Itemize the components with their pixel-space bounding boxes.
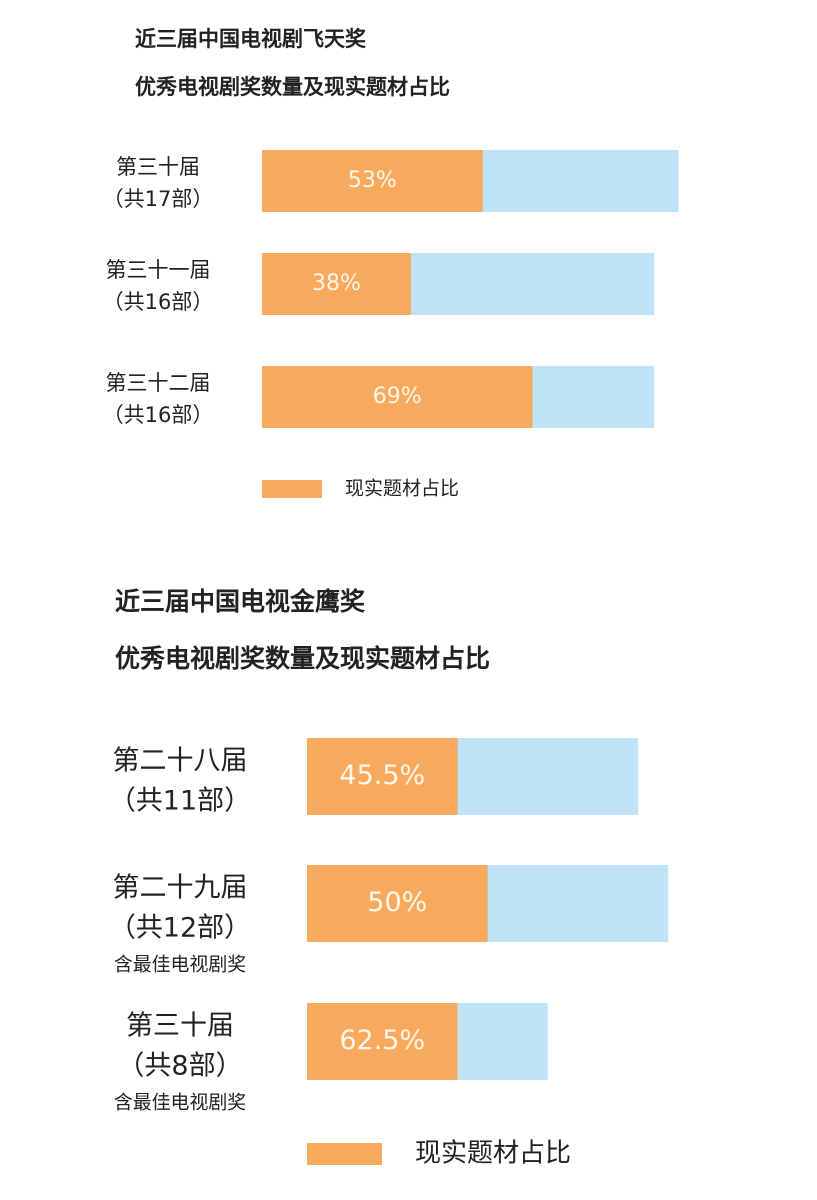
count-label: （共12部） [109, 913, 251, 944]
category-label: 第二十九届 [113, 873, 248, 904]
chart-subtitle: 优秀电视剧奖数量及现实题材占比 [115, 644, 490, 673]
legend-swatch [307, 1143, 382, 1165]
category-note: 含最佳电视剧奖 [114, 1092, 246, 1114]
value-label: 53% [348, 168, 397, 193]
bar [307, 1003, 458, 1080]
value-label: 38% [312, 271, 361, 296]
category-label: 第三十届 [126, 1011, 234, 1042]
legend-label: 现实题材占比 [345, 478, 459, 500]
category-label: 第三十二届 [106, 371, 211, 395]
count-label: （共8部） [117, 1051, 242, 1082]
count-label: （共11部） [109, 786, 251, 817]
category-label: 第三十届 [116, 155, 200, 179]
bar [307, 865, 488, 942]
bar [262, 253, 411, 315]
count-label: （共16部） [103, 403, 214, 427]
category-note: 含最佳电视剧奖 [114, 954, 246, 976]
bar [262, 150, 483, 212]
chart-title: 近三届中国电视金鹰奖 [115, 587, 365, 616]
category-label: 第二十八届 [113, 746, 248, 777]
legend-swatch [262, 480, 322, 498]
legend-label: 现实题材占比 [415, 1139, 571, 1169]
bar [262, 366, 533, 428]
value-label: 45.5% [339, 760, 425, 791]
value-label: 69% [373, 384, 422, 409]
value-label: 62.5% [339, 1025, 425, 1056]
bar [307, 738, 458, 815]
count-label: （共17部） [103, 187, 214, 211]
category-label: 第三十一届 [106, 258, 211, 282]
chart-title: 近三届中国电视剧飞天奖 [135, 27, 367, 51]
chart-subtitle: 优秀电视剧奖数量及现实题材占比 [135, 75, 450, 99]
count-label: （共16部） [103, 290, 214, 314]
value-label: 50% [367, 887, 427, 918]
